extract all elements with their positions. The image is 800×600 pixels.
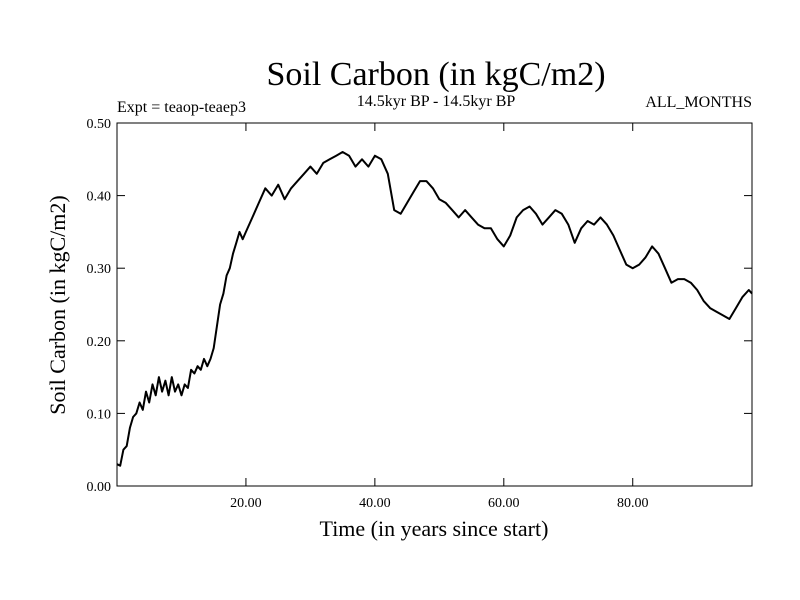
- x-axis-ticks: 20.00 40.00 60.00 80.00: [230, 123, 648, 511]
- y-tick-label: 0.10: [87, 407, 112, 422]
- chart-subtitle: 14.5kyr BP - 14.5kyr BP: [357, 93, 516, 110]
- soil-carbon-series-line: [116, 151, 753, 467]
- y-tick-label: 0.40: [87, 190, 112, 205]
- y-tick-label: 0.00: [87, 480, 112, 495]
- y-axis-label: Soil Carbon (in kgC/m2): [45, 195, 70, 414]
- y-tick-label: 0.50: [87, 117, 112, 132]
- x-tick-label: 40.00: [359, 496, 391, 511]
- x-tick-label: 80.00: [617, 496, 649, 511]
- y-tick-label: 0.20: [87, 335, 112, 350]
- experiment-label: Expt = teaop-teaep3: [117, 99, 246, 116]
- months-label: ALL_MONTHS: [645, 94, 752, 111]
- chart-title: Soil Carbon (in kgC/m2): [266, 56, 605, 93]
- x-tick-label: 60.00: [488, 496, 520, 511]
- y-tick-label: 0.30: [87, 262, 112, 277]
- y-axis-ticks: 0.00 0.10 0.20 0.30 0.40 0.50: [87, 117, 752, 495]
- x-tick-label: 20.00: [230, 496, 262, 511]
- plot-frame: [116, 122, 753, 487]
- x-axis-label: Time (in years since start): [320, 516, 549, 541]
